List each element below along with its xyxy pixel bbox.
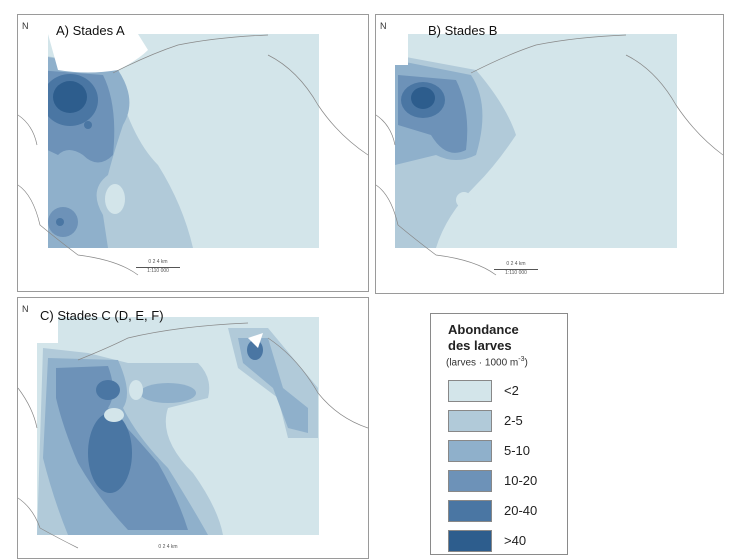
map-panel-b: N B) Stades B 0 2 4 km 1:110 000: [375, 14, 724, 294]
class-lt2-area: [129, 380, 143, 400]
north-arrow: N: [380, 21, 387, 31]
legend-title: Abondance des larves: [448, 322, 519, 354]
class-5-10-area: [238, 338, 308, 433]
land: [18, 298, 368, 348]
legend-title-line1: Abondance: [448, 322, 519, 337]
class-5-10-area: [140, 383, 196, 403]
scale-bar: 0 2 4 km 1:110 000: [486, 261, 546, 276]
class-20-40-area: [84, 121, 92, 129]
legend-label: 2-5: [504, 413, 523, 428]
legend-swatch: [448, 380, 492, 402]
unit-text: (larves · 1000 m: [446, 357, 519, 369]
legend-label: 20-40: [504, 503, 538, 518]
coastline: [18, 34, 368, 276]
class-gt40-area: [411, 87, 435, 109]
class-gt40-area: [53, 81, 87, 113]
legend-swatch: [448, 500, 492, 522]
legend-swatch: [448, 410, 492, 432]
class-20-40-area: [56, 218, 64, 226]
land: [376, 15, 723, 65]
legend-label: 5-10: [504, 443, 531, 458]
legend-unit: (larves · 1000 m-3): [446, 356, 528, 368]
north-arrow: N: [22, 21, 29, 31]
map-panel-c: N C) Stades C (D, E, F) 0 2 4 km: [17, 297, 369, 559]
legend-title-line2: des larves: [448, 338, 512, 353]
scale-ticks: 0 2 4 km: [148, 259, 168, 265]
scale-ticks: 0 2 4 km: [506, 261, 526, 267]
class-lt2-area: [104, 408, 124, 422]
legend: Abondance des larves (larves · 1000 m-3)…: [430, 313, 568, 555]
map-a: [18, 15, 368, 276]
legend-item: 5-10: [448, 440, 558, 464]
legend-label: <2: [504, 383, 519, 398]
legend-swatch: [448, 440, 492, 462]
legend-swatch: [448, 470, 492, 492]
legend-item: 10-20: [448, 470, 558, 494]
scale-ratio: 1:110 000: [147, 268, 169, 274]
scale-bar: 0 2 4 km: [138, 544, 198, 550]
legend-item: <2: [448, 380, 558, 404]
class-20-40-area: [88, 413, 132, 493]
legend-label: 10-20: [504, 473, 538, 488]
legend-item: 20-40: [448, 500, 558, 524]
legend-item: 2-5: [448, 410, 558, 434]
class-20-40-area: [96, 380, 120, 400]
scale-ratio: 1:110 000: [505, 270, 527, 276]
unit-exponent: -3: [518, 356, 525, 363]
legend-label: >40: [504, 533, 527, 548]
legend-swatch: [448, 530, 492, 552]
map-c: [18, 298, 368, 549]
scale-bar: 0 2 4 km 1:110 000: [128, 259, 188, 274]
coastline: [18, 322, 368, 549]
coastline: [376, 34, 723, 276]
map-b: [376, 15, 723, 276]
panel-title: C) Stades C (D, E, F): [40, 308, 164, 323]
panel-title: B) Stades B: [428, 23, 498, 38]
class-lt2-area: [456, 192, 472, 208]
class-lt2-area: [105, 184, 125, 214]
map-panel-a: N A) Stades A 0 2 4 km 1:110 000: [17, 14, 369, 292]
north-arrow: N: [22, 304, 29, 314]
legend-item: >40: [448, 530, 558, 554]
land: [18, 15, 368, 255]
scale-ticks: 0 2 4 km: [158, 544, 178, 550]
panel-title: A) Stades A: [56, 23, 125, 38]
unit-close: ): [524, 357, 528, 369]
